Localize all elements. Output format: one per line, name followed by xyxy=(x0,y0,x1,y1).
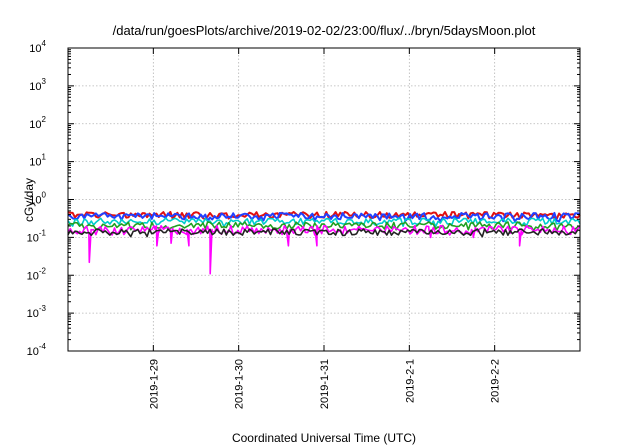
y-tick-label: 103 xyxy=(29,77,46,93)
y-tick-label: 100 xyxy=(29,191,46,207)
x-tick-label: 2019-1-29 xyxy=(148,359,160,409)
x-tick-label: 2019-2-1 xyxy=(404,359,416,403)
y-axis-label: cGy/day xyxy=(22,178,36,222)
series-line-5 xyxy=(67,228,581,238)
x-tick-label: 2019-1-30 xyxy=(234,359,246,409)
y-tick-label: 10-2 xyxy=(27,266,47,282)
y-tick-label: 102 xyxy=(29,115,46,131)
series-line-2 xyxy=(67,217,581,228)
x-tick-label: 2019-1-31 xyxy=(319,359,331,409)
chart-title: /data/run/goesPlots/archive/2019-02-02/2… xyxy=(113,23,536,38)
x-axis-label: Coordinated Universal Time (UTC) xyxy=(232,431,416,445)
y-tick-label: 101 xyxy=(29,153,46,169)
y-tick-label: 104 xyxy=(29,39,46,55)
series-line-1 xyxy=(67,211,581,223)
y-tick-label: 10-4 xyxy=(27,342,47,358)
ticks: 10-4 10-3 10-2 10-1 100 101 102 103 104 2019-1-29… xyxy=(27,39,580,409)
series-group xyxy=(67,210,581,275)
grid xyxy=(68,48,580,351)
series-line-3 xyxy=(67,221,581,232)
x-tick-label: 2019-2-2 xyxy=(490,359,502,403)
y-tick-label: 10-3 xyxy=(27,304,47,320)
y-tick-label: 10-1 xyxy=(27,228,47,244)
